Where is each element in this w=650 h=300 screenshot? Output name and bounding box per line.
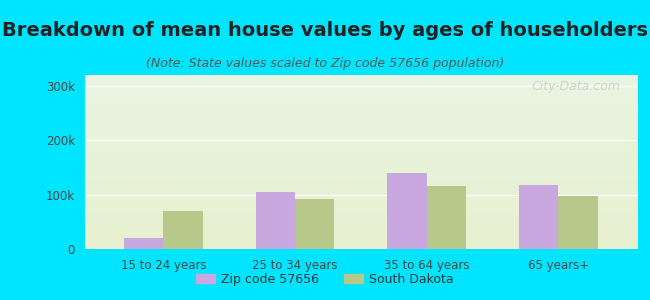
- Bar: [295, 199, 335, 249]
- Bar: [426, 187, 466, 249]
- Text: Breakdown of mean house values by ages of householders: Breakdown of mean house values by ages o…: [2, 21, 648, 40]
- Bar: [124, 238, 163, 249]
- Bar: [163, 211, 203, 249]
- Legend: Zip code 57656, South Dakota: Zip code 57656, South Dakota: [191, 268, 459, 291]
- Bar: [387, 173, 426, 249]
- Text: (Note: State values scaled to Zip code 57656 population): (Note: State values scaled to Zip code 5…: [146, 57, 504, 70]
- Bar: [519, 185, 558, 249]
- Bar: [255, 192, 295, 249]
- Bar: [558, 196, 597, 249]
- Text: City-Data.com: City-Data.com: [532, 80, 620, 93]
